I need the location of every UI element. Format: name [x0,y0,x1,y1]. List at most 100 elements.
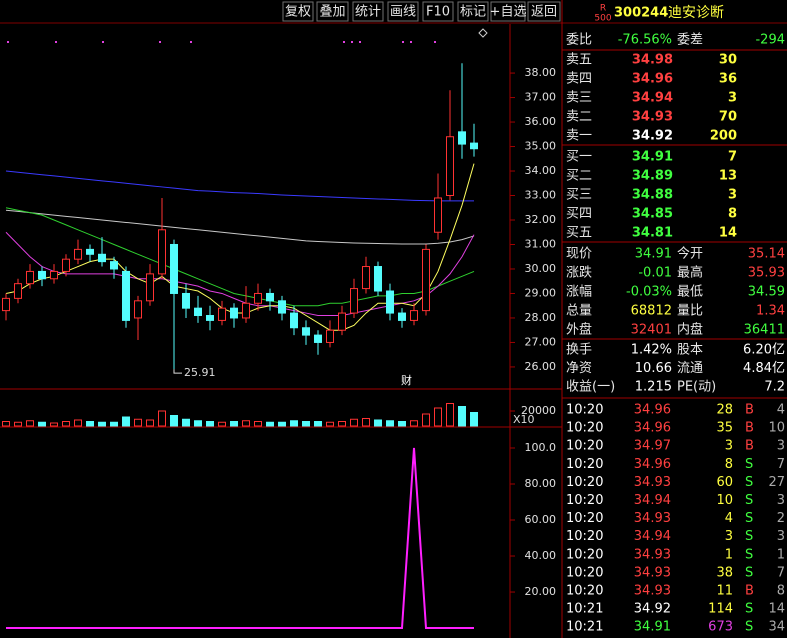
stat-label: 量比 [677,304,703,319]
trade-time: 10:20 [566,457,603,472]
trade-count: 3 [777,439,785,454]
book-label: 买五 [566,226,592,241]
volume-bar [194,420,202,427]
book-label: 买四 [566,207,592,222]
volume-bar [470,412,478,427]
volume-bar [146,419,154,427]
stat-label: 涨幅 [566,285,592,300]
stat-value: 35.93 [748,266,785,281]
candle-body [74,248,82,260]
candle-body [206,315,214,321]
fund-value: 7.2 [764,380,785,395]
trade-volume: 3 [725,529,733,544]
toolbar-button[interactable] [282,1,314,22]
volume-bar [446,403,454,427]
diamond-icon [478,28,488,38]
trade-count: 14 [768,602,785,617]
trade-volume: 1 [725,547,733,562]
book-volume: 70 [719,110,737,125]
y-tick-label: 34.00 [525,164,557,177]
trade-count: 2 [777,511,785,526]
volume-bar [86,421,94,427]
trade-volume: 8 [725,457,733,472]
trade-volume: 4 [725,511,733,526]
candle-body [170,243,178,294]
toolbar-button[interactable] [387,1,419,22]
trade-side: S [745,457,753,472]
trade-count: 3 [777,529,785,544]
y-tick-label: 28.00 [525,311,557,324]
trade-side: B [745,403,754,418]
trade-price: 34.92 [634,602,671,617]
fund-label: 换手 [566,343,592,358]
stat-label: 今开 [677,246,703,262]
candle-body [98,253,106,263]
unit-label: X10 [513,413,535,426]
volume-bar [314,421,322,427]
trade-side: S [745,565,753,580]
candle-body [242,302,250,319]
toolbar-button[interactable] [352,1,384,22]
book-price: 34.89 [632,169,673,184]
volume-bar [62,421,70,427]
y-tick-label: 26.00 [525,360,557,373]
trade-side: S [745,547,753,562]
fund-label: PE(动) [677,380,716,395]
toolbar-button[interactable] [490,1,526,22]
trade-count: 1 [777,547,785,562]
stat-value: 36411 [744,323,785,338]
stat-label: 涨跌 [566,265,592,281]
toolbar-button-label: +自选 [490,5,527,20]
candle-body [254,292,262,304]
volume-bar [410,420,418,427]
fund-label: 流通 [677,361,703,376]
candle-body [278,300,286,314]
trade-price: 34.94 [634,529,671,544]
candle-body [14,283,22,299]
toolbar-button[interactable] [527,1,561,22]
book-price: 34.92 [632,129,673,144]
volume-bar [50,422,58,427]
toolbar-button[interactable] [422,1,454,22]
book-price: 34.88 [632,188,673,203]
volume-bar [266,421,274,427]
toolbar-button-label: F10 [426,5,450,20]
volume-bar [302,421,310,427]
volume-bar [290,420,298,427]
trade-volume: 10 [716,493,733,508]
toolbar-button[interactable] [316,1,349,22]
trade-volume: 11 [716,584,733,599]
trade-time: 10:20 [566,403,603,418]
trade-price: 34.94 [634,493,671,508]
low-label: 25.91 [184,366,216,379]
volume-bar [434,407,442,427]
trade-time: 10:20 [566,511,603,526]
volume-bar [398,421,406,427]
y-tick-label: 29.00 [525,286,557,299]
stat-value: 34.59 [748,285,785,300]
trade-time: 10:20 [566,547,603,562]
trade-side: B [745,439,754,454]
y-tick-label: 38.00 [525,66,557,79]
toolbar-button-label: 返回 [531,5,557,20]
toolbar-button[interactable] [457,1,489,22]
volume-bar [134,418,142,427]
candle-body [386,290,394,314]
candle-body [302,327,310,336]
y-tick-label: 27.00 [525,335,557,348]
book-label: 卖一 [566,129,592,144]
trade-time: 10:20 [566,529,603,544]
moving-average [5,209,475,245]
volume-bar [278,421,286,427]
y-tick-label: 36.00 [525,115,557,128]
trade-price: 34.96 [634,421,671,436]
y-tick-label: 20000 [521,404,556,417]
trade-time: 10:20 [566,421,603,436]
y-tick-label: 35.00 [525,140,557,153]
volume-bar [122,416,130,427]
trade-volume: 60 [716,475,733,490]
stat-label: 现价 [566,247,592,262]
fund-value: 1.42% [631,343,672,358]
volume-bar [374,419,382,427]
trade-price: 34.93 [634,547,671,562]
